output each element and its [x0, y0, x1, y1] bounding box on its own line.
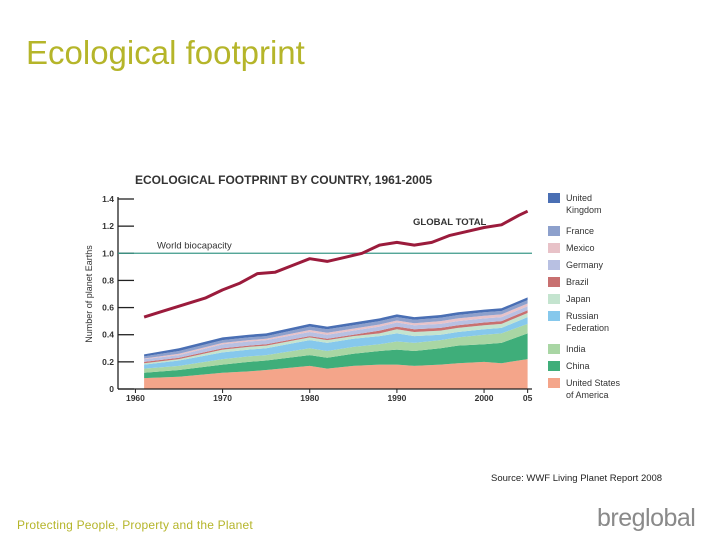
- legend-label: of America: [566, 390, 609, 400]
- legend-swatch: [548, 193, 560, 203]
- area-germany: [144, 306, 528, 362]
- area-united-kingdom: [144, 297, 528, 357]
- legend-item: Japan: [548, 294, 591, 304]
- legend-label: United States: [566, 378, 621, 388]
- legend-label: Brazil: [566, 277, 589, 287]
- bre-global-logo: breglobal: [597, 504, 696, 533]
- y-tick-label: 0: [109, 384, 114, 394]
- y-axis-label: Number of planet Earths: [84, 245, 94, 343]
- legend-item: United States of America: [548, 378, 621, 400]
- y-tick-label: 0.6: [102, 303, 114, 313]
- legend-label: France: [566, 226, 594, 236]
- legend-label: Japan: [566, 294, 591, 304]
- legend-label: Federation: [566, 323, 609, 333]
- source-note: Source: WWF Living Planet Report 2008: [491, 473, 663, 484]
- legend-swatch: [548, 344, 560, 354]
- legend-label: Mexico: [566, 243, 595, 253]
- axes: 0 0.2 0.4 0.6 0.8 1.0 1.2 1.4 1960 1970 1980 1990 20…: [102, 194, 532, 403]
- logo-part-global: global: [631, 504, 696, 532]
- legend-item: France: [548, 226, 594, 236]
- area-united-states-of-america: [144, 359, 528, 389]
- x-tick-label: 1990: [387, 393, 406, 403]
- legend-label: Russian: [566, 311, 599, 321]
- area-mexico: [144, 303, 528, 360]
- area-france: [144, 300, 528, 359]
- legend-item: Germany: [548, 260, 604, 270]
- legend-item: Russian Federation: [548, 311, 609, 333]
- area-russian-federation: [144, 317, 528, 369]
- biocapacity-label: World biocapacity: [157, 240, 232, 251]
- legend-swatch: [548, 361, 560, 371]
- global-total-line: [143, 209, 529, 319]
- legend-item: Brazil: [548, 277, 589, 287]
- legend-item: United Kingdom: [548, 193, 602, 215]
- area-india: [144, 323, 528, 373]
- y-tick-label: 0.2: [102, 357, 114, 367]
- x-tick-label: 1960: [126, 393, 145, 403]
- legend: United Kingdom France Mexico Germany Brazil Ja…: [548, 193, 621, 400]
- legend-swatch: [548, 226, 560, 236]
- legend-label: India: [566, 344, 586, 354]
- legend-item: India: [548, 344, 586, 354]
- x-tick-label: 2000: [475, 393, 494, 403]
- y-tick-label: 1.0: [102, 248, 114, 258]
- x-tick-label: 1970: [213, 393, 232, 403]
- slide-title: Ecological footprint: [26, 34, 305, 71]
- area-china: [144, 333, 528, 379]
- legend-swatch: [548, 378, 560, 388]
- legend-swatch: [548, 294, 560, 304]
- x-tick-label: 1980: [300, 393, 319, 403]
- area-japan: [144, 313, 528, 365]
- legend-label: Kingdom: [566, 205, 602, 215]
- x-tick-label: 05: [523, 393, 533, 403]
- area-brazil: [144, 310, 528, 364]
- legend-swatch: [548, 311, 560, 321]
- legend-swatch: [548, 260, 560, 270]
- legend-swatch: [548, 277, 560, 287]
- legend-label: Germany: [566, 260, 604, 270]
- legend-label: United: [566, 193, 592, 203]
- legend-label: China: [566, 361, 590, 371]
- global-total-label: GLOBAL TOTAL: [413, 217, 487, 228]
- legend-item: Mexico: [548, 243, 595, 253]
- legend-item: China: [548, 361, 590, 371]
- legend-swatch: [548, 243, 560, 253]
- y-tick-label: 0.4: [102, 330, 114, 340]
- stacked-areas: [144, 297, 528, 389]
- y-tick-label: 1.4: [102, 194, 114, 204]
- overlay-lines: World biocapacity GLOBAL TOTAL: [118, 209, 532, 319]
- footer-tagline: Protecting People, Property and the Plan…: [17, 518, 253, 532]
- y-tick-label: 0.8: [102, 275, 114, 285]
- y-tick-label: 1.2: [102, 221, 114, 231]
- logo-part-bre: bre: [597, 504, 632, 532]
- chart-title: ECOLOGICAL FOOTPRINT BY COUNTRY, 1961-20…: [135, 173, 433, 187]
